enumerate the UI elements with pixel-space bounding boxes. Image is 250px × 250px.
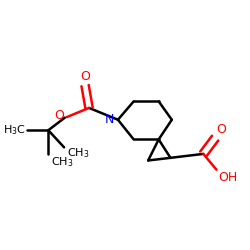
- Text: CH$_3$: CH$_3$: [51, 155, 74, 169]
- Text: CH$_3$: CH$_3$: [67, 146, 89, 160]
- Text: O: O: [80, 70, 90, 83]
- Text: O: O: [216, 122, 226, 136]
- Text: N: N: [104, 113, 114, 126]
- Text: H$_3$C: H$_3$C: [3, 123, 26, 137]
- Text: OH: OH: [218, 171, 237, 184]
- Text: O: O: [54, 109, 64, 122]
